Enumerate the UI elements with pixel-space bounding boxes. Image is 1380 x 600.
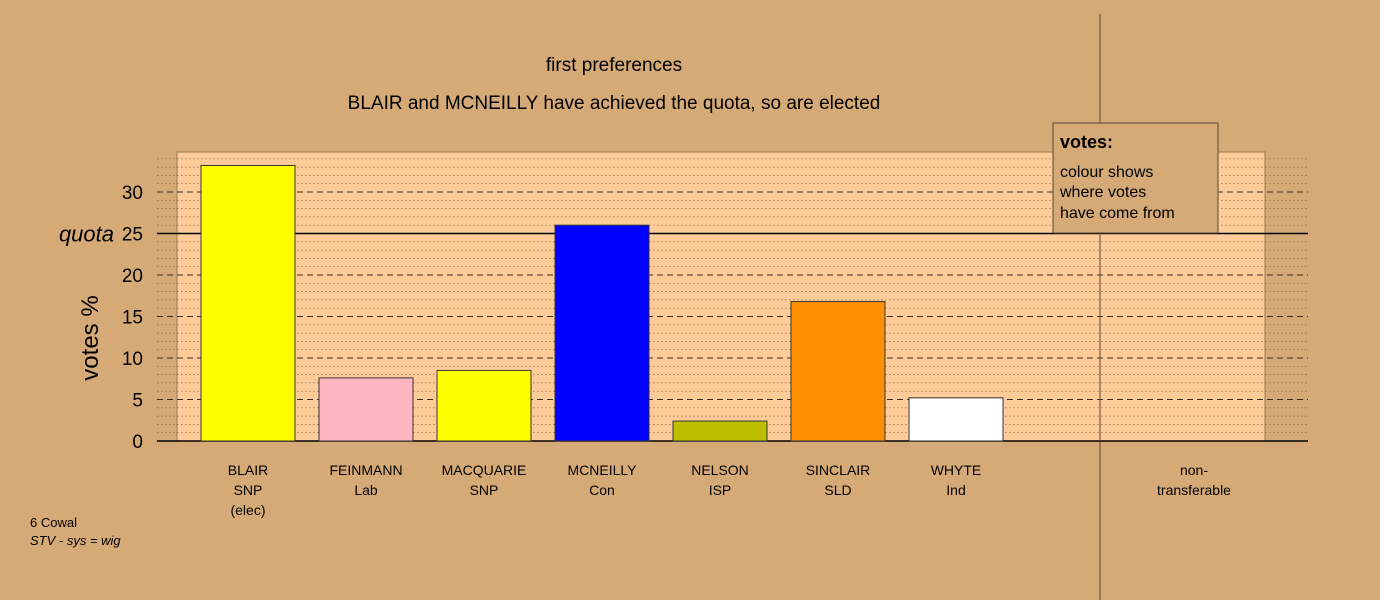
y-tick-label: 30 bbox=[122, 183, 143, 204]
x-tick-label: (elec) bbox=[230, 502, 265, 518]
x-tick-label: SINCLAIR bbox=[806, 462, 871, 478]
x-tick-label: SLD bbox=[824, 482, 851, 498]
y-tick-label: 25 bbox=[122, 225, 143, 246]
x-tick-label: MCNEILLY bbox=[568, 462, 638, 478]
y-tick-label: 15 bbox=[122, 308, 143, 329]
legend-line-1: colour shows bbox=[1060, 164, 1153, 181]
chart-title: first preferences bbox=[546, 55, 682, 76]
x-tick-label: NELSON bbox=[691, 462, 749, 478]
system-label: STV - sys = wig bbox=[30, 533, 121, 548]
y-tick-labels: 0 5 10 15 20 25 30 bbox=[122, 183, 143, 453]
bar-feinmann bbox=[318, 377, 414, 442]
y-tick-label: 10 bbox=[122, 349, 143, 370]
bar-sinclair bbox=[790, 301, 886, 442]
x-tick-label: SNP bbox=[470, 482, 499, 498]
quota-label: quota bbox=[59, 222, 114, 247]
x-tick-label: WHYTE bbox=[931, 462, 982, 478]
legend-title: votes: bbox=[1060, 132, 1113, 152]
bar-nelson bbox=[672, 420, 768, 442]
legend-line-2: where votes bbox=[1059, 184, 1146, 201]
bar-macquarie bbox=[436, 369, 532, 442]
x-tick-label: SNP bbox=[234, 482, 263, 498]
legend-frame bbox=[1052, 122, 1219, 234]
x-tick-label: FEINMANN bbox=[329, 462, 402, 478]
y-axis-label: votes % bbox=[77, 295, 104, 380]
y-tick-label: 20 bbox=[122, 266, 143, 287]
constituency-label: 6 Cowal bbox=[30, 515, 77, 530]
nontransferable-label: transferable bbox=[1157, 482, 1231, 498]
legend-box: votes: colour shows where votes have com… bbox=[1052, 122, 1219, 234]
bar-blair bbox=[200, 164, 296, 442]
bar-mcneilly bbox=[554, 224, 650, 442]
y-tick-label: 5 bbox=[132, 391, 143, 412]
nontransferable-label: non- bbox=[1180, 462, 1208, 478]
bar-whyte bbox=[908, 397, 1004, 442]
chart-subtitle: BLAIR and MCNEILLY have achieved the quo… bbox=[348, 93, 881, 114]
x-tick-label: Lab bbox=[354, 482, 378, 498]
x-tick-label: ISP bbox=[709, 482, 732, 498]
y-tick-label: 0 bbox=[132, 432, 143, 453]
x-tick-label: MACQUARIE bbox=[442, 462, 527, 478]
legend-line-3: have come from bbox=[1060, 205, 1175, 222]
x-tick-label: Con bbox=[589, 482, 615, 498]
x-tick-label: Ind bbox=[946, 482, 965, 498]
bars bbox=[200, 164, 1004, 442]
x-tick-labels: BLAIR SNP (elec) FEINMANN Lab MACQUARIE SNP MCN… bbox=[228, 462, 1231, 518]
x-tick-label: BLAIR bbox=[228, 462, 268, 478]
